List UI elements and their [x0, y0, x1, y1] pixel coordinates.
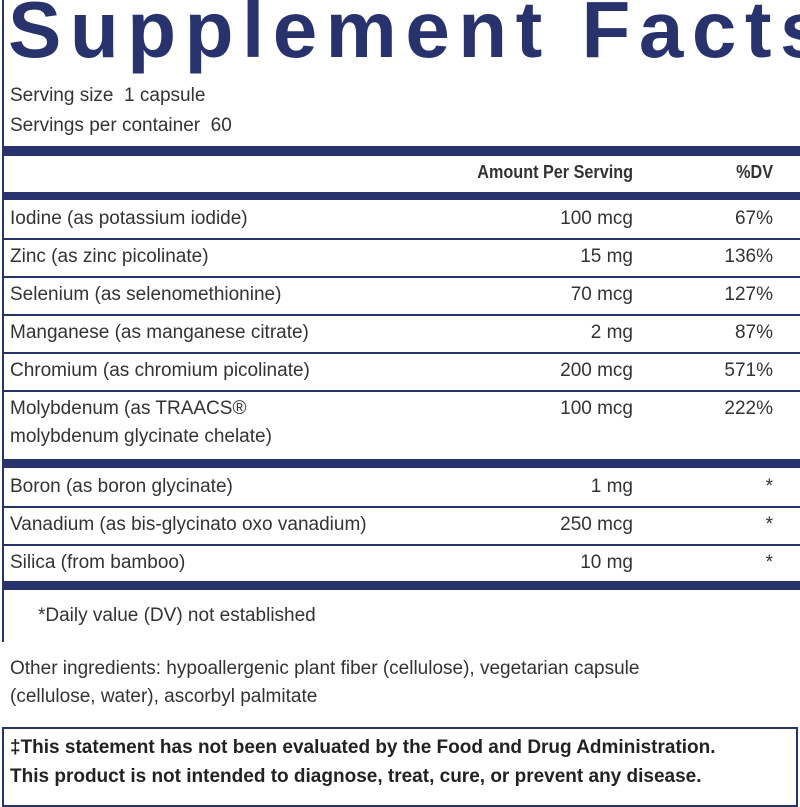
daily-value: *	[765, 552, 773, 573]
divider	[2, 146, 800, 156]
divider	[2, 192, 800, 200]
amount: 100 mcg	[560, 208, 633, 229]
daily-value: 222%	[724, 398, 773, 419]
servings-per-container: Servings per container 60	[10, 115, 232, 136]
row-divider	[2, 506, 800, 508]
nutrient-name: Iodine (as potassium iodide)	[10, 208, 248, 229]
divider	[2, 459, 800, 468]
amount: 15 mg	[580, 246, 633, 267]
other-ingredients: (cellulose, water), ascorbyl palmitate	[10, 686, 318, 707]
row-divider	[2, 390, 800, 392]
nutrient-name: Zinc (as zinc picolinate)	[10, 246, 209, 267]
daily-value: 87%	[734, 322, 773, 343]
amount: 2 mg	[590, 322, 633, 343]
daily-value: *	[765, 514, 773, 535]
daily-value: 67%	[734, 208, 773, 229]
daily-value: 136%	[724, 246, 773, 267]
row-divider	[2, 544, 800, 546]
disclaimer: ‡This statement has not been evaluated b…	[10, 737, 716, 758]
nutrient-name: Manganese (as manganese citrate)	[10, 322, 309, 343]
nutrient-name: molybdenum glycinate chelate)	[10, 426, 272, 447]
daily-value: 571%	[724, 360, 773, 381]
amount: 100 mcg	[560, 398, 633, 419]
nutrient-name: Vanadium (as bis-glycinato oxo vanadium)	[10, 514, 367, 535]
nutrient-name: Chromium (as chromium picolinate)	[10, 360, 310, 381]
daily-value: 127%	[724, 284, 773, 305]
serving-size: Serving size 1 capsule	[10, 85, 206, 106]
daily-value: *	[765, 476, 773, 497]
row-divider	[2, 276, 800, 278]
header-amount: Amount Per Serving	[477, 162, 633, 182]
amount: 1 mg	[590, 476, 633, 497]
amount: 200 mcg	[560, 360, 633, 381]
divider	[2, 581, 800, 590]
footnote: *Daily value (DV) not established	[38, 605, 316, 626]
title: Supplement Facts	[8, 0, 800, 74]
nutrient-name: Silica (from bamboo)	[10, 552, 186, 573]
amount: 10 mg	[580, 552, 633, 573]
row-divider	[2, 352, 800, 354]
left-border	[2, 0, 4, 642]
row-divider	[2, 314, 800, 316]
nutrient-name: Molybdenum (as TRAACS®	[10, 398, 247, 419]
amount: 250 mcg	[560, 514, 633, 535]
nutrient-name: Boron (as boron glycinate)	[10, 476, 233, 497]
amount: 70 mcg	[570, 284, 633, 305]
header-dv: %DV	[736, 162, 773, 182]
disclaimer: This product is not intended to diagnose…	[10, 766, 702, 787]
nutrient-name: Selenium (as selenomethionine)	[10, 284, 282, 305]
row-divider	[2, 238, 800, 240]
other-ingredients: Other ingredients: hypoallergenic plant …	[10, 658, 640, 679]
